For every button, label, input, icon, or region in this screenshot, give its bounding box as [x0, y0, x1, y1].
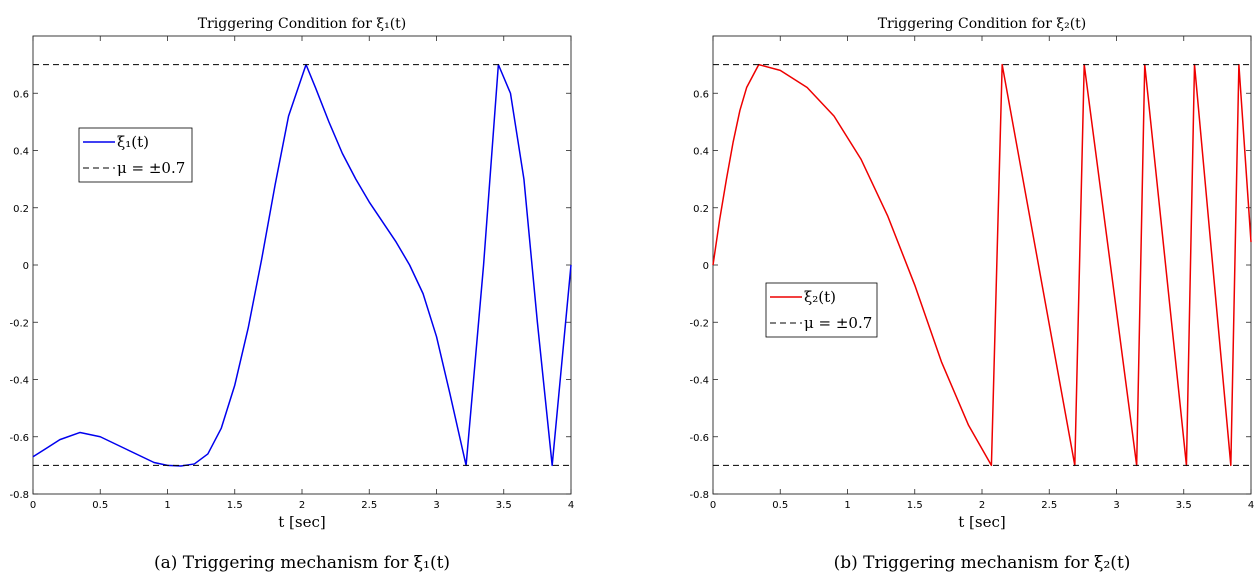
x-tick-label: 3.5: [1176, 500, 1192, 511]
x-axis-label: t [sec]: [958, 513, 1005, 531]
y-tick-label: -0.4: [9, 376, 29, 387]
x-tick-label: 3.5: [496, 500, 512, 511]
x-tick-label: 2: [299, 500, 305, 511]
y-tick-label: -0.8: [9, 490, 29, 501]
x-tick-label: 2.5: [1041, 500, 1057, 511]
x-tick-label: 1.5: [227, 500, 243, 511]
x-tick-label: 1: [164, 500, 170, 511]
y-tick-label: -0.2: [9, 318, 29, 329]
y-tick-label: 0.6: [13, 89, 29, 100]
x-tick-label: 0.5: [92, 500, 108, 511]
x-tick-label: 2.5: [361, 500, 377, 511]
legend-box: [765, 282, 878, 338]
series-line-xi2: [712, 63, 1252, 467]
y-tick-label: -0.8: [689, 490, 709, 501]
x-tick-label: 1: [844, 500, 850, 511]
plot-area-frame: [32, 35, 572, 495]
legend-label: ξ₂(t): [804, 288, 836, 306]
x-tick-label: 3: [1113, 500, 1119, 511]
x-tick-label: 2: [979, 500, 985, 511]
legend-label: μ = ±0.7: [117, 159, 185, 177]
y-tick-label: -0.6: [689, 433, 709, 444]
x-tick-label: 4: [1248, 500, 1254, 511]
x-axis-label: t [sec]: [278, 513, 325, 531]
y-tick-label: 0.4: [693, 147, 709, 158]
y-tick-label: 0.2: [13, 204, 29, 215]
y-tick-label: 0.6: [693, 89, 709, 100]
y-tick-label: 0.4: [13, 147, 29, 158]
chart-title: Triggering Condition for ξ₂(t): [878, 16, 1087, 32]
figure-caption: (b) Triggering mechanism for ξ₂(t): [834, 553, 1131, 573]
plot-area-frame: [712, 35, 1252, 495]
legend-label: ξ₁(t): [117, 133, 149, 151]
y-tick-label: -0.4: [689, 376, 709, 387]
y-tick-label: -0.2: [689, 318, 709, 329]
x-tick-label: 0.5: [772, 500, 788, 511]
x-tick-label: 0: [710, 500, 716, 511]
y-tick-label: 0: [23, 261, 29, 272]
y-tick-label: -0.6: [9, 433, 29, 444]
x-tick-label: 0: [30, 500, 36, 511]
legend-label: μ = ±0.7: [804, 314, 872, 332]
figure-caption: (a) Triggering mechanism for ξ₁(t): [154, 553, 450, 573]
x-tick-label: 1.5: [907, 500, 923, 511]
chart-title: Triggering Condition for ξ₁(t): [198, 16, 407, 32]
x-tick-label: 3: [433, 500, 439, 511]
series-line-xi1: [32, 63, 572, 467]
x-tick-label: 4: [568, 500, 574, 511]
y-tick-label: 0: [703, 261, 709, 272]
legend-box: [78, 127, 193, 183]
y-tick-label: 0.2: [693, 204, 709, 215]
